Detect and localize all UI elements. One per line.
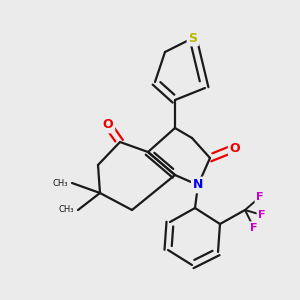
Text: O: O	[230, 142, 240, 154]
Text: S: S	[188, 32, 197, 44]
Text: F: F	[256, 192, 264, 202]
Text: F: F	[250, 223, 258, 233]
Text: O: O	[103, 118, 113, 131]
Text: F: F	[258, 210, 266, 220]
Text: N: N	[193, 178, 203, 191]
Text: CH₃: CH₃	[52, 178, 68, 188]
Text: CH₃: CH₃	[58, 206, 74, 214]
